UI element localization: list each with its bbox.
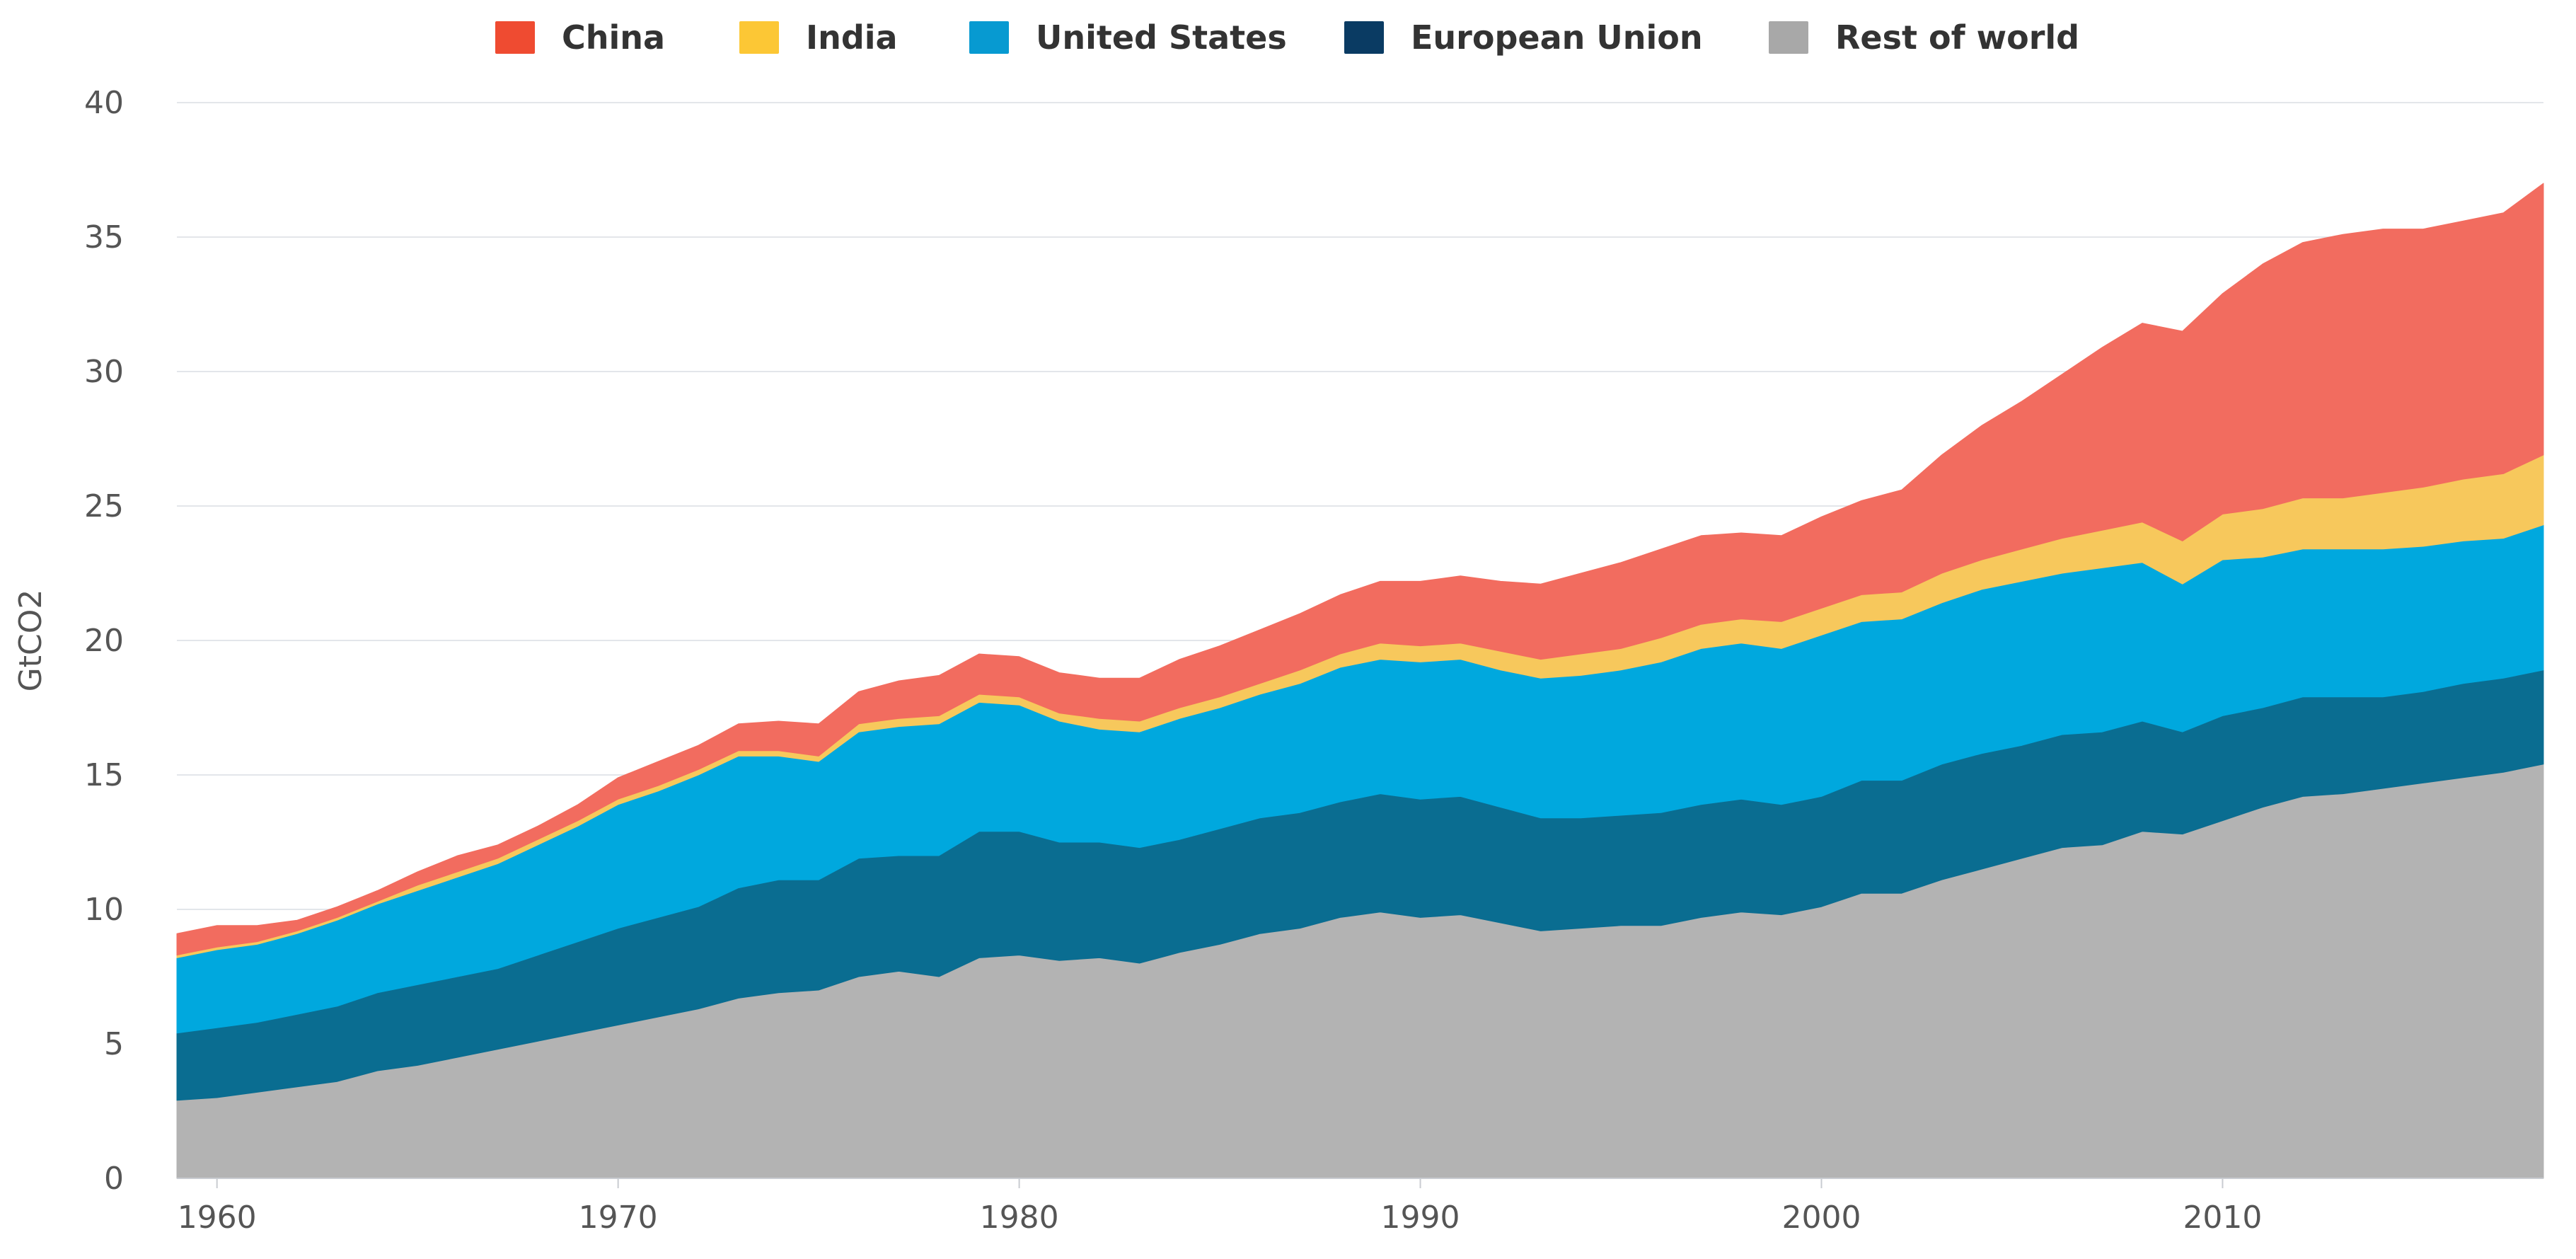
x-tick-label-1970: 1970: [579, 1200, 658, 1236]
legend-item-india[interactable]: India: [739, 13, 898, 62]
area-series: [176, 183, 2544, 1179]
legend-item-united-states[interactable]: United States: [969, 13, 1287, 62]
legend-label-european-union: European Union: [1411, 18, 1703, 57]
legend-item-rest-of-world[interactable]: Rest of world: [1769, 13, 2079, 62]
legend-label-india: India: [806, 18, 898, 57]
legend-swatch-china: [495, 21, 535, 54]
x-axis-ticks: 1960 1970 1980 1990 2000 2010: [178, 1178, 2262, 1236]
legend-item-china[interactable]: China: [495, 13, 665, 62]
y-axis-title: GtCO2: [13, 590, 49, 692]
area-china: [176, 183, 2544, 956]
legend-swatch-european-union: [1344, 21, 1384, 54]
legend-label-china: China: [562, 18, 666, 57]
legend-swatch-united-states: [969, 21, 1009, 54]
y-axis-ticks: 0 5 10 15 20 25 30 35 40: [84, 85, 124, 1197]
y-tick-label-5: 5: [104, 1026, 124, 1062]
y-tick-label-35: 35: [84, 219, 124, 255]
legend-label-united-states: United States: [1036, 18, 1287, 57]
y-tick-label-40: 40: [84, 85, 124, 121]
x-tick-label-2010: 2010: [2183, 1200, 2262, 1236]
y-tick-label-20: 20: [84, 623, 124, 659]
x-tick-label-1990: 1990: [1381, 1200, 1460, 1236]
legend-swatch-india: [739, 21, 779, 54]
legend-swatch-rest-of-world: [1769, 21, 1808, 54]
y-tick-label-25: 25: [84, 488, 124, 524]
x-tick-label-1960: 1960: [178, 1200, 257, 1236]
y-tick-label-30: 30: [84, 354, 124, 390]
legend-item-european-union[interactable]: European Union: [1344, 13, 1703, 62]
y-tick-label-10: 10: [84, 892, 124, 928]
y-tick-label-0: 0: [104, 1161, 124, 1197]
y-tick-label-15: 15: [84, 757, 124, 793]
legend-label-rest-of-world: Rest of world: [1835, 18, 2080, 57]
x-tick-label-1980: 1980: [980, 1200, 1059, 1236]
x-tick-label-2000: 2000: [1781, 1200, 1861, 1236]
legend: China India United States European Union…: [0, 13, 2576, 62]
